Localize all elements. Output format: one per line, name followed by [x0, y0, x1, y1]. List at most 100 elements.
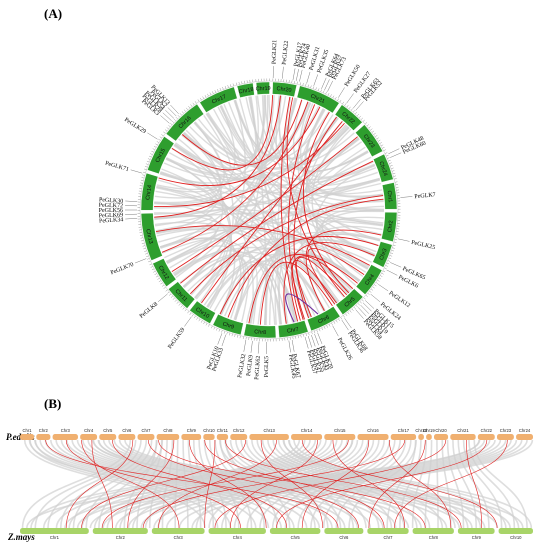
tick-mark [342, 101, 344, 105]
tick-mark [164, 129, 168, 132]
zmays-chr8 [412, 528, 454, 534]
tick-mark [394, 181, 398, 183]
gene-leader-line [170, 104, 179, 114]
red-link [201, 121, 343, 304]
tick-ring-circle [139, 80, 399, 340]
red-link [248, 254, 358, 324]
grey-link [205, 95, 259, 159]
red-link [161, 101, 309, 253]
tick-mark [297, 335, 299, 339]
grey-synteny-link [436, 439, 439, 529]
gene-leader-line [390, 152, 402, 158]
gene-leader-line [184, 316, 192, 327]
gene-leader-line [160, 115, 170, 124]
tick-mark [154, 273, 157, 275]
zmays-chr-label: Chr2 [116, 535, 126, 540]
purple-link [285, 293, 319, 323]
gene-leader-line [355, 309, 364, 319]
gene-leader-line [306, 71, 311, 84]
zmays-chr3 [151, 528, 205, 534]
gene-leader-line [304, 336, 309, 349]
gene-leader-line [378, 284, 389, 292]
chromosome-chr14 [140, 172, 159, 211]
red-synteny-link [91, 439, 113, 529]
tick-mark [369, 290, 372, 293]
tick-mark [384, 152, 388, 154]
tick-mark [143, 171, 146, 173]
grey-link [263, 267, 268, 325]
chromosome-chr4 [355, 264, 383, 295]
tick-mark [381, 272, 384, 275]
gene-label: PeGLK34 [99, 217, 124, 225]
tick-mark [141, 177, 145, 179]
tick-mark [194, 101, 197, 104]
tick-mark [344, 103, 347, 106]
gene-label: PeGLK17 [293, 42, 303, 67]
red-link [305, 229, 382, 311]
grey-link [156, 228, 336, 305]
pedulis-chr-label: Chr24 [519, 428, 531, 433]
gene-leader-line [400, 196, 413, 198]
pedulis-chr15 [324, 434, 356, 440]
tick-mark [226, 332, 228, 335]
chromosome-chr17 [199, 86, 238, 113]
grey-link [154, 202, 384, 226]
tick-mark [372, 286, 375, 289]
grey-link [166, 199, 384, 264]
grey-link [154, 177, 380, 216]
pedulis-chr-label: Chr22 [481, 428, 493, 433]
tick-mark [232, 83, 234, 86]
pedulis-chr-label: Chr6 [122, 428, 132, 433]
pedulis-chr13 [249, 434, 289, 440]
grey-synteny-link [42, 439, 306, 529]
tick-mark [380, 275, 383, 277]
gene-leader-line [135, 258, 147, 264]
gene-label: PeGLK32 [237, 353, 247, 378]
tick-mark [387, 260, 391, 262]
gene-leader-line [250, 340, 253, 353]
tick-mark [203, 321, 205, 325]
tick-mark [227, 85, 229, 88]
tick-mark [150, 153, 153, 155]
grey-link [171, 147, 232, 308]
zmays-chr6 [324, 528, 364, 534]
chromosome-chr7 [278, 320, 309, 338]
grey-synteny-link [59, 439, 148, 529]
tick-mark [389, 255, 393, 257]
tick-mark [236, 82, 237, 86]
tick-mark [200, 320, 203, 323]
gene-leader-line [282, 66, 284, 79]
pedulis-chr-label: Chr11 [217, 428, 229, 433]
tick-mark [320, 89, 322, 92]
pedulis-chr11 [216, 434, 229, 440]
tick-mark [332, 95, 335, 98]
tick-mark [318, 88, 320, 91]
tick-mark [212, 91, 214, 94]
pedulis-chr-label: Chr19 [423, 428, 435, 433]
grey-synteny-link [136, 439, 163, 529]
tick-mark [158, 138, 161, 141]
tick-mark [170, 123, 173, 125]
tick-mark [328, 324, 331, 327]
chromosome-label: Chr20 [276, 86, 292, 94]
chromosome-label: Chr17 [211, 94, 227, 106]
pedulis-chr7 [137, 434, 155, 440]
tick-mark [170, 295, 173, 298]
pedulis-chromosome-bars: Chr1 Chr2 Chr3 Chr4 Chr5 Chr6 Chr7 Chr8 Chr9 Chr1… [20, 428, 533, 440]
grey-synteny-link [293, 439, 533, 529]
gene-label: PeGLK69 [99, 213, 124, 220]
chromosome-chr9 [212, 313, 244, 336]
tick-mark [370, 288, 374, 291]
red-link [171, 136, 358, 272]
zmays-chr-label: Chr3 [174, 535, 184, 540]
gene-leader-line [311, 334, 316, 347]
tick-mark [323, 90, 325, 93]
grey-link [207, 253, 353, 308]
chromosome-label: Chr8 [254, 329, 266, 336]
tick-mark [223, 331, 226, 334]
grey-synteny-link [85, 439, 158, 529]
tick-mark [165, 289, 168, 292]
tick-mark [386, 262, 389, 265]
grey-link [183, 95, 275, 288]
tick-mark [180, 305, 183, 308]
